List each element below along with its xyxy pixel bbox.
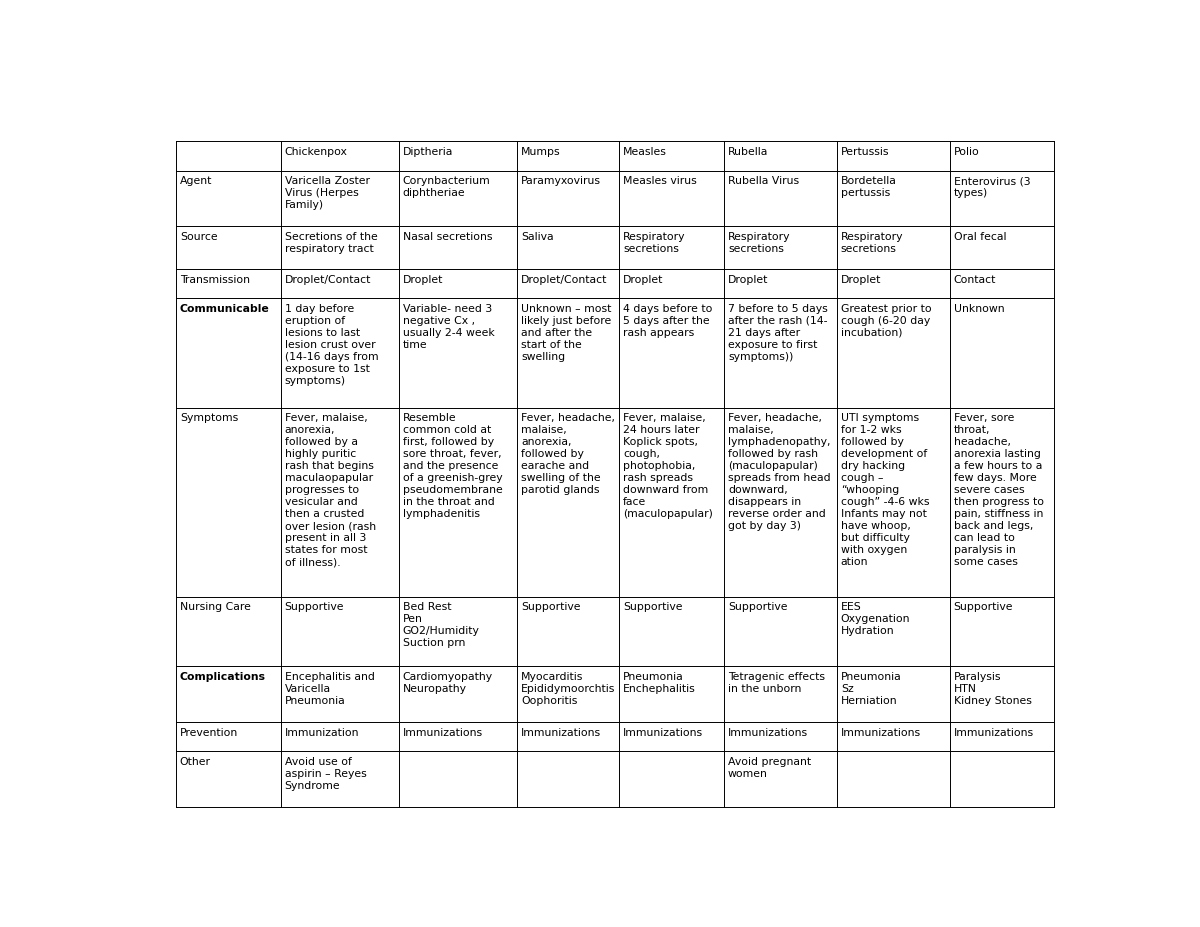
Text: Variable- need 3
negative Cx ,
usually 2-4 week
time: Variable- need 3 negative Cx , usually 2… bbox=[403, 304, 494, 350]
Text: Diptheria: Diptheria bbox=[403, 146, 454, 157]
Text: Saliva: Saliva bbox=[521, 232, 553, 242]
Text: Chickenpox: Chickenpox bbox=[284, 146, 348, 157]
Text: Pneumonia
Enchephalitis: Pneumonia Enchephalitis bbox=[623, 671, 696, 693]
Text: Myocarditis
Epididymoorchtis
Oophoritis: Myocarditis Epididymoorchtis Oophoritis bbox=[521, 671, 616, 705]
Text: Immunization: Immunization bbox=[284, 728, 359, 738]
Text: Mumps: Mumps bbox=[521, 146, 560, 157]
Text: Enterovirus (3
types): Enterovirus (3 types) bbox=[954, 176, 1031, 198]
Text: Supportive: Supportive bbox=[954, 603, 1013, 613]
Text: Fever, malaise,
24 hours later
Koplick spots,
cough,
photophobia,
rash spreads
d: Fever, malaise, 24 hours later Koplick s… bbox=[623, 413, 713, 519]
Text: 1 day before
eruption of
lesions to last
lesion crust over
(14-16 days from
expo: 1 day before eruption of lesions to last… bbox=[284, 304, 378, 386]
Text: Communicable: Communicable bbox=[180, 304, 270, 314]
Text: Unknown – most
likely just before
and after the
start of the
swelling: Unknown – most likely just before and af… bbox=[521, 304, 611, 362]
Text: Source: Source bbox=[180, 232, 217, 242]
Text: Contact: Contact bbox=[954, 274, 996, 285]
Text: UTI symptoms
for 1-2 wks
followed by
development of
dry hacking
cough –
“whoopin: UTI symptoms for 1-2 wks followed by dev… bbox=[841, 413, 929, 567]
Text: Bordetella
pertussis: Bordetella pertussis bbox=[841, 176, 896, 198]
Text: Unknown: Unknown bbox=[954, 304, 1004, 314]
Text: Immunizations: Immunizations bbox=[403, 728, 482, 738]
Text: Immunizations: Immunizations bbox=[954, 728, 1034, 738]
Text: Droplet: Droplet bbox=[728, 274, 768, 285]
Text: Measles: Measles bbox=[623, 146, 667, 157]
Text: Avoid pregnant
women: Avoid pregnant women bbox=[728, 756, 811, 779]
Text: 4 days before to
5 days after the
rash appears: 4 days before to 5 days after the rash a… bbox=[623, 304, 713, 338]
Text: Immunizations: Immunizations bbox=[728, 728, 808, 738]
Text: EES
Oxygenation
Hydration: EES Oxygenation Hydration bbox=[841, 603, 911, 636]
Text: Fever, headache,
malaise,
anorexia,
followed by
earache and
swelling of the
paro: Fever, headache, malaise, anorexia, foll… bbox=[521, 413, 614, 495]
Text: Supportive: Supportive bbox=[284, 603, 344, 613]
Text: Respiratory
secretions: Respiratory secretions bbox=[728, 232, 791, 254]
Text: Prevention: Prevention bbox=[180, 728, 238, 738]
Text: Rubella Virus: Rubella Virus bbox=[728, 176, 799, 186]
Text: Varicella Zoster
Virus (Herpes
Family): Varicella Zoster Virus (Herpes Family) bbox=[284, 176, 370, 210]
Text: Agent: Agent bbox=[180, 176, 212, 186]
Text: Respiratory
secretions: Respiratory secretions bbox=[841, 232, 904, 254]
Text: Paramyxovirus: Paramyxovirus bbox=[521, 176, 601, 186]
Text: Immunizations: Immunizations bbox=[521, 728, 601, 738]
Text: Tetragenic effects
in the unborn: Tetragenic effects in the unborn bbox=[728, 671, 826, 693]
Text: Avoid use of
aspirin – Reyes
Syndrome: Avoid use of aspirin – Reyes Syndrome bbox=[284, 756, 366, 791]
Text: 7 before to 5 days
after the rash (14-
21 days after
exposure to first
symptoms): 7 before to 5 days after the rash (14- 2… bbox=[728, 304, 828, 362]
Text: Complications: Complications bbox=[180, 671, 265, 681]
Text: Nursing Care: Nursing Care bbox=[180, 603, 251, 613]
Text: Fever, headache,
malaise,
lymphadenopathy,
followed by rash
(maculopapular)
spre: Fever, headache, malaise, lymphadenopath… bbox=[728, 413, 830, 531]
Text: Nasal secretions: Nasal secretions bbox=[403, 232, 492, 242]
Text: Supportive: Supportive bbox=[728, 603, 787, 613]
Text: Supportive: Supportive bbox=[521, 603, 581, 613]
Text: Respiratory
secretions: Respiratory secretions bbox=[623, 232, 685, 254]
Text: Immunizations: Immunizations bbox=[623, 728, 703, 738]
Text: Rubella: Rubella bbox=[728, 146, 768, 157]
Text: Bed Rest
Pen
GO2/Humidity
Suction prn: Bed Rest Pen GO2/Humidity Suction prn bbox=[403, 603, 480, 648]
Text: Pneumonia
Sz
Herniation: Pneumonia Sz Herniation bbox=[841, 671, 901, 705]
Text: Supportive: Supportive bbox=[623, 603, 683, 613]
Text: Measles virus: Measles virus bbox=[623, 176, 697, 186]
Text: Fever, sore
throat,
headache,
anorexia lasting
a few hours to a
few days. More
s: Fever, sore throat, headache, anorexia l… bbox=[954, 413, 1044, 567]
Text: Resemble
common cold at
first, followed by
sore throat, fever,
and the presence
: Resemble common cold at first, followed … bbox=[403, 413, 503, 519]
Text: Cardiomyopathy
Neuropathy: Cardiomyopathy Neuropathy bbox=[403, 671, 493, 693]
Text: Polio: Polio bbox=[954, 146, 979, 157]
Text: Droplet: Droplet bbox=[403, 274, 443, 285]
Text: Transmission: Transmission bbox=[180, 274, 250, 285]
Text: Symptoms: Symptoms bbox=[180, 413, 238, 424]
Text: Corynbacterium
diphtheriae: Corynbacterium diphtheriae bbox=[403, 176, 491, 198]
Text: Encephalitis and
Varicella
Pneumonia: Encephalitis and Varicella Pneumonia bbox=[284, 671, 374, 705]
Text: Oral fecal: Oral fecal bbox=[954, 232, 1007, 242]
Text: Fever, malaise,
anorexia,
followed by a
highly puritic
rash that begins
maculaop: Fever, malaise, anorexia, followed by a … bbox=[284, 413, 376, 567]
Text: Droplet/Contact: Droplet/Contact bbox=[284, 274, 371, 285]
Text: Secretions of the
respiratory tract: Secretions of the respiratory tract bbox=[284, 232, 377, 254]
Text: Paralysis
HTN
Kidney Stones: Paralysis HTN Kidney Stones bbox=[954, 671, 1032, 705]
Text: Droplet: Droplet bbox=[841, 274, 881, 285]
Text: Droplet/Contact: Droplet/Contact bbox=[521, 274, 607, 285]
Text: Pertussis: Pertussis bbox=[841, 146, 889, 157]
Text: Droplet: Droplet bbox=[623, 274, 664, 285]
Text: Greatest prior to
cough (6-20 day
incubation): Greatest prior to cough (6-20 day incuba… bbox=[841, 304, 931, 338]
Text: Other: Other bbox=[180, 756, 211, 767]
Text: Immunizations: Immunizations bbox=[841, 728, 920, 738]
